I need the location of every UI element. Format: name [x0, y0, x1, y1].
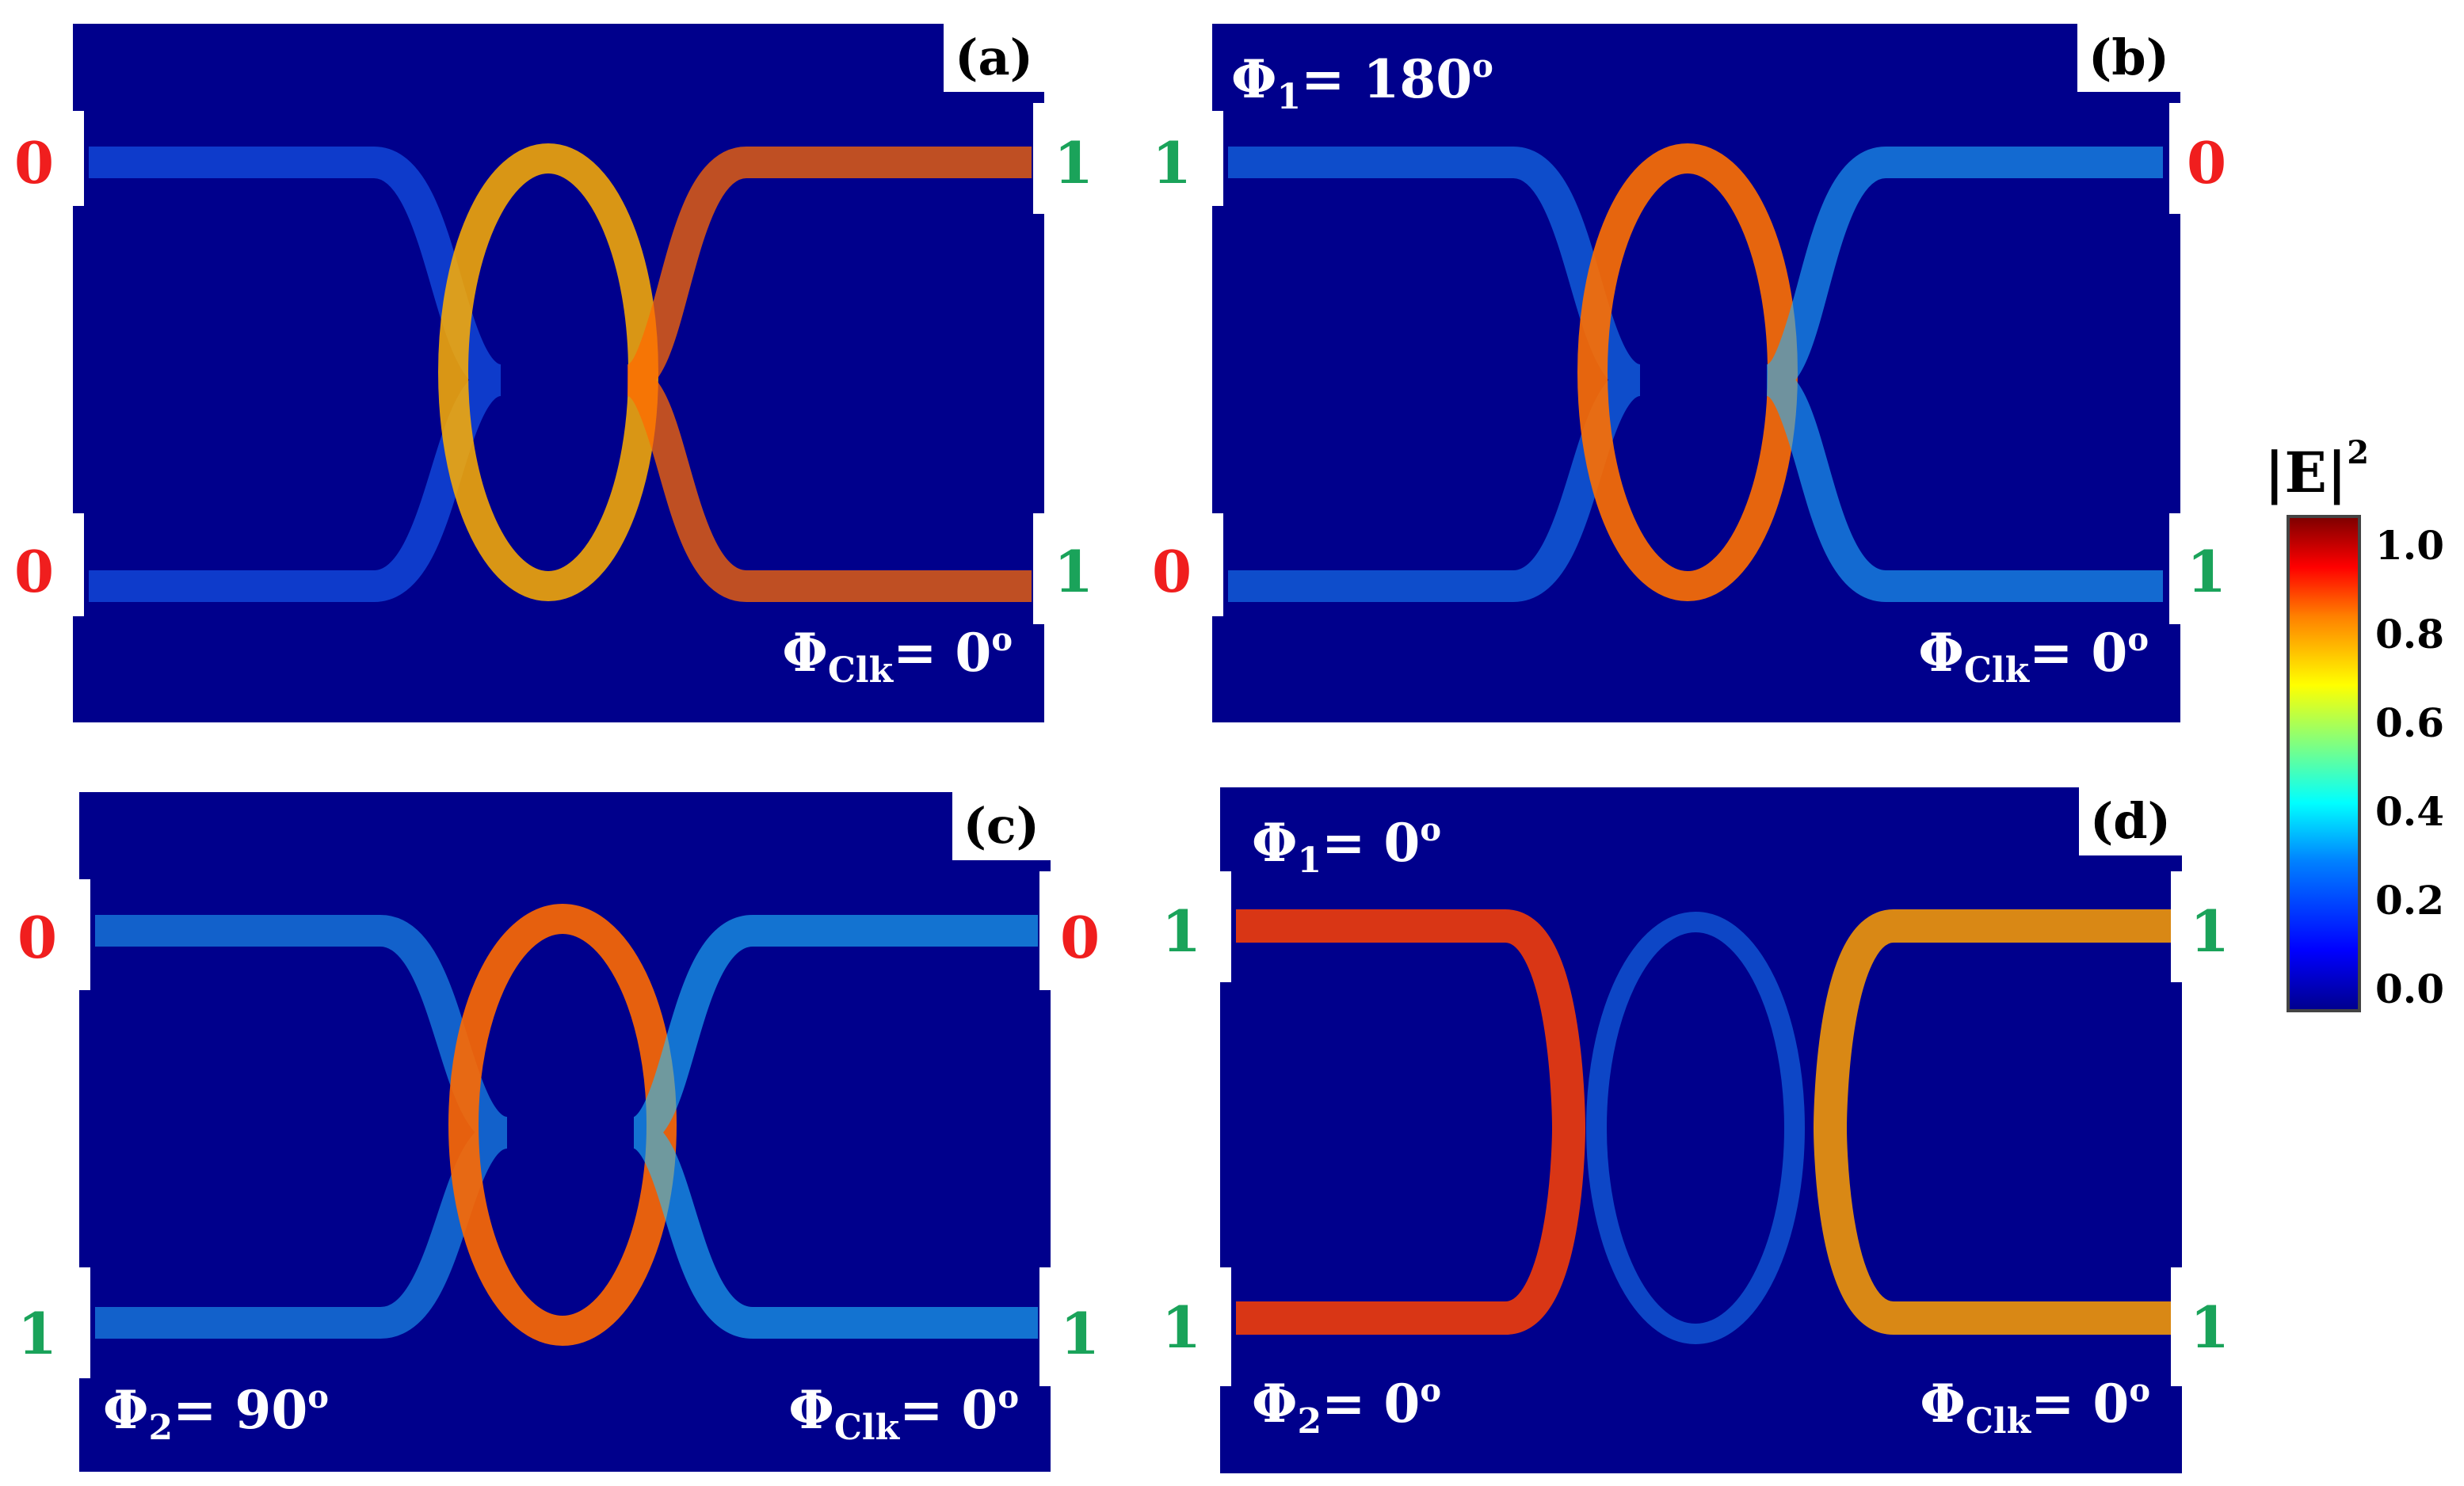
phase-2-label: Φ2= 90o [103, 1378, 329, 1448]
phase-clk-label: ΦClk= 0o [1918, 621, 2149, 691]
notch [1039, 1267, 1051, 1386]
output-state-lower: 1 [2187, 538, 2227, 605]
input-state-upper: 1 [1152, 129, 1192, 196]
panel-label: (d) [2078, 787, 2182, 855]
colorbar-tick: 0.0 [2375, 966, 2444, 1012]
notch [1220, 871, 1231, 982]
output-state-upper: 0 [2187, 129, 2227, 196]
notch [2171, 871, 2182, 982]
notch [2169, 103, 2180, 214]
phase-1-label: Φ1= 0o [1252, 811, 1442, 881]
colorbar [2287, 515, 2361, 1012]
colorbar-title: |E|2 [2264, 434, 2370, 505]
output-state-lower: 1 [1060, 1300, 1100, 1367]
panel-d: (d) Φ1= 0o Φ2= 0o ΦClk= 0o [1220, 787, 2182, 1473]
notch [1033, 103, 1044, 214]
waveguide-path-d [1236, 909, 2171, 1344]
output-state-upper: 1 [2190, 897, 2230, 965]
notch [73, 513, 84, 616]
field-map-a [89, 143, 1032, 602]
colorbar-tick: 0.2 [2375, 877, 2444, 924]
notch [2169, 513, 2180, 624]
waveguide-path-c [95, 904, 1038, 1346]
input-state-lower: 0 [14, 538, 55, 605]
field-map-b [1228, 143, 2163, 602]
panel-label: (c) [952, 792, 1051, 860]
panel-label: (a) [944, 24, 1044, 92]
panel-label: (b) [2077, 24, 2180, 92]
field-map-c [95, 904, 1038, 1346]
notch [1033, 513, 1044, 624]
waveguide-path-b [1228, 143, 2163, 602]
notch [2171, 1267, 2182, 1386]
notch [79, 1267, 90, 1378]
input-state-upper: 0 [14, 129, 55, 196]
field-map-d [1236, 909, 2171, 1344]
colorbar-tick: 0.4 [2375, 788, 2444, 835]
notch [1212, 513, 1223, 616]
notch [1212, 111, 1223, 206]
phase-2-label: Φ2= 0o [1252, 1372, 1442, 1442]
phase-clk-label: ΦClk= 0o [788, 1378, 1019, 1448]
colorbar-tick: 0.8 [2375, 611, 2444, 657]
input-state-lower: 1 [17, 1300, 58, 1367]
notch [79, 879, 90, 990]
output-state-lower: 1 [2190, 1294, 2230, 1361]
panel-a: (a) ΦClk= 0o [73, 24, 1044, 722]
input-state-lower: 0 [1152, 538, 1192, 605]
output-state-upper: 0 [1060, 904, 1100, 971]
notch [1220, 1267, 1231, 1386]
waveguide-path-a [89, 143, 1032, 602]
notch [1039, 871, 1051, 990]
output-state-lower: 1 [1054, 538, 1094, 605]
panel-b: (b) Φ1= 180o ΦClk= 0o [1212, 24, 2180, 722]
phase-1-label: Φ1= 180o [1231, 48, 1493, 117]
colorbar-tick: 0.6 [2375, 699, 2444, 746]
input-state-upper: 1 [1161, 897, 1202, 965]
notch [73, 111, 84, 206]
output-state-upper: 1 [1054, 129, 1094, 196]
colorbar-tick: 1.0 [2375, 522, 2444, 569]
panel-c: (c) Φ2= 90o ΦClk= 0o [79, 792, 1051, 1472]
phase-clk-label: ΦClk= 0o [1920, 1372, 2150, 1442]
phase-clk-label: ΦClk= 0o [782, 621, 1013, 691]
input-state-upper: 0 [17, 904, 58, 971]
input-state-lower: 1 [1161, 1294, 1202, 1361]
